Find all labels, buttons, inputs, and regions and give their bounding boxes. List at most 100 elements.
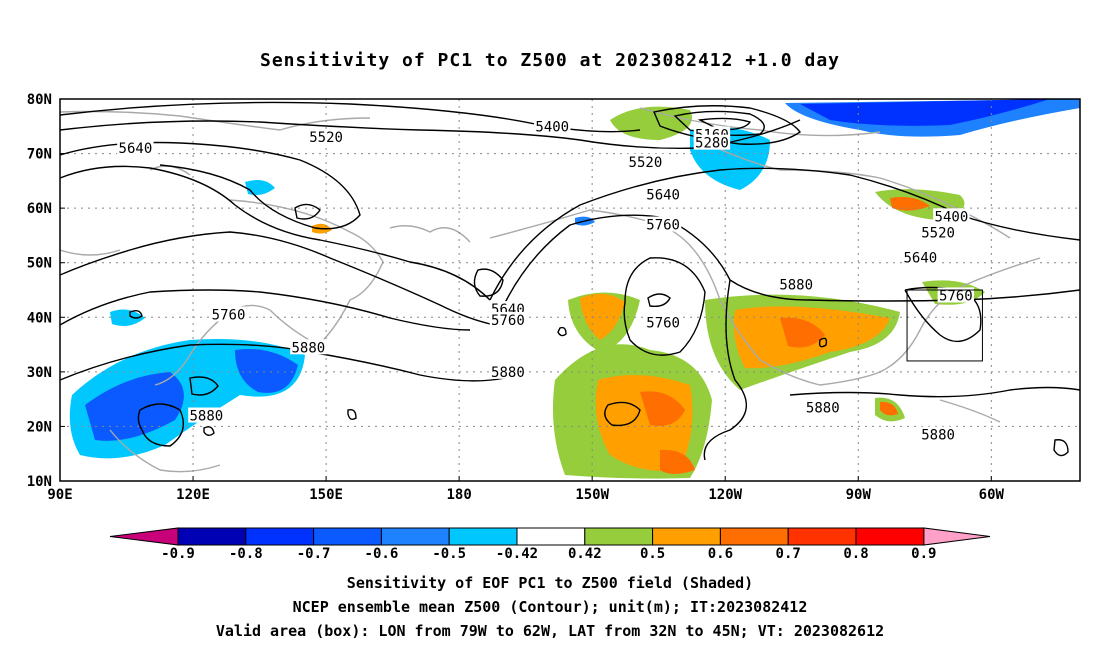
latitude-tick-label: 80N	[27, 92, 52, 108]
contour-label-text: 5880	[189, 409, 223, 425]
z500-contour-line	[1053, 439, 1069, 457]
colorbar-segment	[719, 527, 789, 546]
contour-label-text: 5520	[309, 130, 343, 146]
longitude-tick-label: 180	[446, 487, 471, 503]
colorbar-segment	[787, 527, 857, 546]
latitude-tick-label: 10N	[27, 474, 52, 490]
map-frame	[59, 98, 1081, 482]
colorbar-high-extension	[923, 527, 991, 546]
coastline-segment	[719, 299, 881, 386]
shading-blob	[610, 106, 692, 140]
colorbar-tick-label: 0.42	[568, 546, 602, 562]
z500-contour-line	[59, 141, 361, 230]
caption-line-3: Valid area (box): LON from 79W to 62W, L…	[215, 622, 885, 640]
z500-contour-line	[294, 203, 321, 220]
colorbar-segment	[245, 527, 315, 546]
contour-label: 5760	[644, 314, 682, 332]
longitude-tick-label: 150W	[575, 487, 609, 503]
contour-label: 5520	[307, 129, 345, 146]
shading-blob	[660, 449, 695, 474]
contour-label-text: 5280	[695, 136, 729, 152]
longitude-tick-label: 90W	[846, 487, 872, 503]
contour-label: 5520	[627, 153, 664, 171]
contour-label-text: 5760	[212, 308, 246, 324]
valid-area-rect	[906, 289, 983, 362]
contour-label: 5400	[534, 118, 571, 135]
colorbar: -0.9 -0.8 -0.7 -0.6 -0.5 -0.42 0.42 0.5 0.6 0.7 0.…	[109, 527, 991, 562]
contour-label: 5880	[489, 363, 527, 381]
latitude-tick-label: 20N	[27, 419, 52, 435]
coastline-segment	[879, 257, 1041, 373]
valid-area-box	[906, 289, 983, 362]
colorbar-tick-label: 0.8	[843, 546, 868, 562]
shading-blob	[880, 401, 898, 416]
latitude-tick-label: 30N	[27, 365, 52, 381]
contour-label: 5760	[489, 312, 527, 329]
latitude-labels: 80N 70N 60N 50N 40N 30N 20N 10N	[27, 92, 65, 490]
contour-label-text: 5880	[921, 428, 955, 444]
contour-label-text: 5760	[939, 288, 973, 304]
coastline-segment	[59, 249, 121, 256]
z500-contour-line	[137, 403, 184, 447]
contour-label-text: 5880	[806, 400, 840, 416]
chart-title: Sensitivity of PC1 to Z500 at 2023082412…	[259, 50, 840, 71]
z500-contour-line	[623, 257, 706, 356]
colorbar-tick-label: -0.9	[161, 546, 195, 562]
shading-blob	[890, 197, 930, 211]
colorbar-segment	[448, 527, 518, 546]
caption-line-2: NCEP ensemble mean Z500 (Contour); unit(…	[292, 598, 808, 616]
coastline-segment	[939, 399, 1001, 423]
colorbar-low-extension	[109, 527, 179, 546]
contour-label: 5880	[290, 339, 327, 356]
longitude-tick-label: 120W	[708, 487, 742, 503]
colorbar-segment	[652, 527, 721, 546]
z500-contour-line	[557, 326, 567, 337]
colorbar-tick-label: -0.7	[297, 546, 331, 562]
longitude-tick-label: 60W	[979, 487, 1005, 503]
longitude-tick-label: 90E	[47, 487, 72, 503]
z500-contour-line	[818, 337, 828, 348]
z500-contour-line	[604, 401, 641, 427]
contour-label: 5400	[933, 208, 970, 225]
contour-label: 5640	[117, 140, 154, 157]
z500-contour-line	[59, 101, 641, 133]
colorbar-tick-label: 0.5	[640, 546, 665, 562]
z500-contour-line	[703, 279, 748, 461]
colorbar-tick-label: 0.7	[776, 546, 801, 562]
contour-label-text: 5760	[646, 316, 680, 332]
colorbar-segment	[855, 527, 925, 546]
contour-label: 5760	[210, 306, 247, 324]
contour-label-text: 5640	[646, 188, 680, 204]
contour-label-text: 5520	[629, 155, 663, 171]
contour-label: 5760	[644, 216, 682, 234]
contour-label: 5760	[937, 287, 975, 304]
contour-label: 5640	[902, 249, 939, 266]
coastline-segment	[489, 209, 721, 301]
colorbar-tick-label: -0.5	[432, 546, 466, 562]
contour-label-text: 5880	[291, 340, 325, 356]
colorbar-segment	[177, 527, 247, 546]
shading-blob	[85, 372, 184, 441]
z500-contour-line	[473, 268, 504, 297]
sensitivity-shading	[69, 99, 1080, 479]
contour-label: 5880	[804, 399, 841, 416]
colorbar-segment	[380, 527, 450, 546]
contour-label-text: 5640	[119, 141, 153, 157]
contour-label-text: 5640	[903, 250, 937, 266]
z500-contour-line	[129, 309, 143, 319]
coastline-segment	[109, 429, 221, 473]
coastline-segment	[59, 110, 371, 131]
contour-label-text: 5880	[779, 278, 813, 294]
z500-contour-line	[489, 167, 1081, 301]
contour-label-text: 5400	[535, 119, 569, 135]
z500-contour-line	[203, 426, 215, 436]
shading-blob	[580, 293, 625, 340]
shading-blob	[245, 180, 275, 196]
contour-labels: 5640552054005160528055205640576054005520…	[117, 118, 975, 444]
shading-blob	[800, 99, 1050, 126]
latitude-tick-label: 50N	[27, 256, 52, 272]
colorbar-tick-label: -0.42	[496, 546, 538, 562]
shading-blob	[235, 349, 298, 393]
contour-label-text: 5880	[491, 365, 525, 381]
